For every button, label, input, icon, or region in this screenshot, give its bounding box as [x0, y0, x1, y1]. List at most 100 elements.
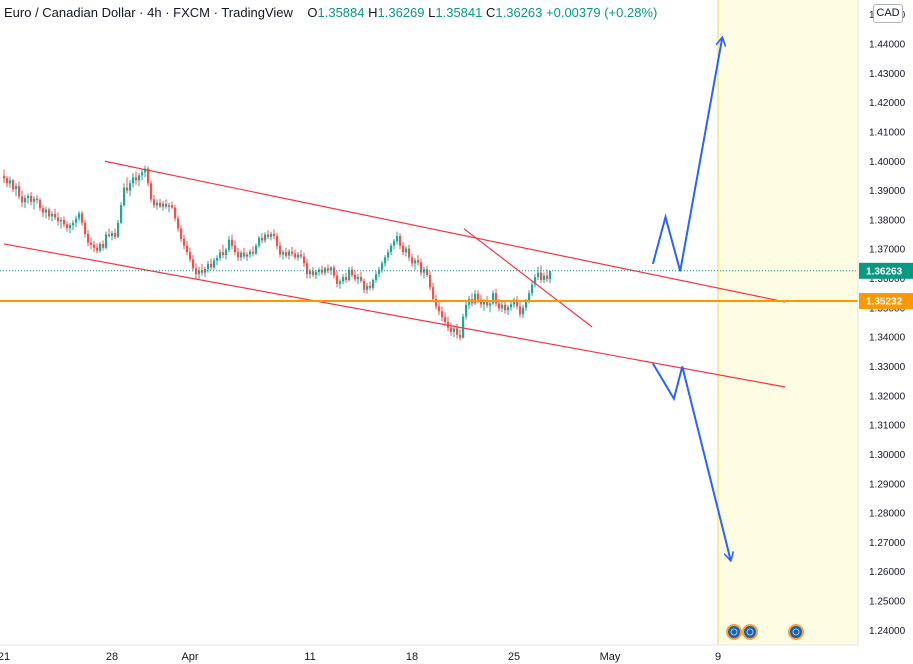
price-tick-label: 1.39000: [869, 186, 906, 197]
candle-body: [45, 209, 48, 213]
candle-body: [405, 248, 408, 253]
candle: [438, 301, 441, 316]
candle-body: [21, 196, 24, 203]
candle: [24, 194, 27, 209]
economic-event-icon[interactable]: [788, 624, 804, 640]
price-scale-background: [858, 0, 913, 664]
candle-body: [444, 317, 447, 322]
channel-upper-line[interactable]: [104, 160, 786, 303]
price-tick-label: 1.32000: [869, 391, 906, 402]
candle-body: [36, 198, 39, 200]
candle: [303, 252, 306, 267]
candle-body: [144, 168, 147, 173]
candle: [252, 246, 255, 257]
candle: [471, 293, 474, 307]
candle-body: [345, 277, 348, 280]
candle: [333, 265, 336, 279]
candle-body: [336, 275, 339, 284]
candle-body: [342, 277, 345, 282]
candle-body: [303, 256, 306, 264]
candle: [225, 247, 228, 260]
price-tick-label: 1.41000: [869, 127, 906, 138]
candle: [102, 240, 105, 251]
support-price-label-bg: [859, 293, 913, 310]
price-tick-label: 1.31000: [869, 421, 906, 432]
high-value: 1.36269: [377, 5, 425, 20]
candle: [138, 172, 141, 187]
interval-label[interactable]: 4h: [147, 5, 162, 20]
symbol-name[interactable]: Euro / Canadian Dollar: [4, 5, 136, 20]
bearish-projection-arrow[interactable]: [652, 363, 731, 560]
candle: [9, 176, 12, 188]
candle: [60, 216, 63, 229]
candle: [249, 249, 252, 258]
candle: [306, 258, 309, 279]
event-markers[interactable]: [726, 624, 804, 640]
candle-body: [273, 233, 276, 237]
channel-lower-line[interactable]: [3, 243, 786, 388]
candle-body: [261, 238, 264, 241]
candle-body: [387, 252, 390, 258]
candle: [21, 190, 24, 207]
candle: [489, 300, 492, 313]
time-tick-label: 9: [715, 651, 721, 663]
candle-body: [252, 251, 255, 254]
candle-body: [69, 225, 72, 229]
price-tick-label: 1.26000: [869, 567, 906, 578]
drawings-group: [0, 38, 858, 560]
legend-header: Euro / Canadian Dollar · 4h · FXCM · Tra…: [4, 5, 657, 20]
currency-button[interactable]: CAD: [873, 4, 903, 23]
last-price-label: 1.36263: [866, 266, 903, 277]
candle: [474, 290, 477, 305]
candle-body: [414, 260, 417, 264]
open-label: O: [307, 5, 318, 20]
candle-body: [492, 293, 495, 304]
candle-body: [75, 218, 78, 223]
candle-body: [285, 252, 288, 256]
candle: [171, 201, 174, 209]
candle-body: [390, 245, 393, 253]
close-value: 1.36263: [495, 5, 543, 20]
candle-body: [309, 271, 312, 275]
candle: [348, 266, 351, 282]
candle: [39, 197, 42, 212]
candle: [291, 246, 294, 257]
candle-body: [78, 213, 81, 219]
candle: [213, 258, 216, 270]
candle-body: [6, 178, 9, 184]
candle: [189, 247, 192, 263]
candle-body: [510, 304, 513, 308]
price-tick-label: 1.27000: [869, 538, 906, 549]
inner-trend-line[interactable]: [463, 228, 593, 328]
candle-body: [501, 304, 504, 309]
candle-body: [135, 177, 138, 181]
candle: [258, 236, 261, 248]
candle: [45, 206, 48, 219]
change-value: +0.00379 (+0.28%): [546, 5, 658, 20]
economic-event-icon[interactable]: [742, 624, 758, 640]
candle: [468, 296, 471, 310]
candle-body: [315, 272, 318, 276]
candle: [399, 233, 402, 250]
candle: [153, 194, 156, 209]
candle: [3, 169, 6, 184]
candle: [537, 266, 540, 280]
candle-body: [291, 251, 294, 254]
candle: [279, 241, 282, 258]
candle: [198, 266, 201, 280]
price-axis[interactable]: 1.450001.440001.430001.420001.410001.400…: [869, 10, 906, 637]
candle: [114, 228, 117, 239]
candle-body: [12, 180, 15, 190]
candle: [327, 264, 330, 274]
economic-event-icon[interactable]: [726, 624, 742, 640]
candle: [192, 255, 195, 272]
candle: [447, 316, 450, 332]
time-tick-label: 18: [406, 651, 418, 663]
candle-body: [114, 233, 117, 237]
candle: [366, 282, 369, 294]
bullish-projection-arrow[interactable]: [651, 38, 722, 272]
time-axis[interactable]: 21 28 Apr 11 18 25 May 9: [0, 651, 721, 663]
candle-body: [183, 238, 186, 246]
price-tick-label: 1.33000: [869, 362, 906, 373]
